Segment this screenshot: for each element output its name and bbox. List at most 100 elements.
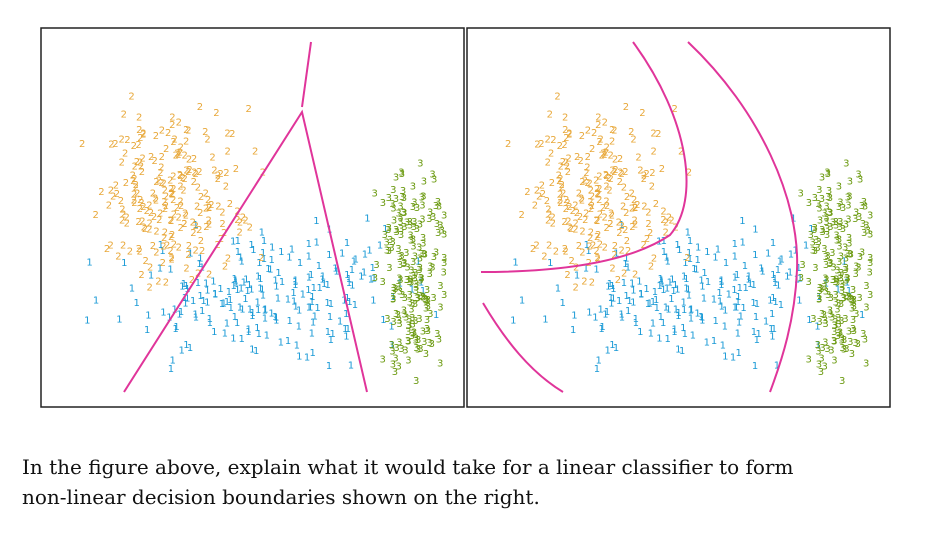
class-glyph: 3 bbox=[413, 333, 419, 344]
class-glyph: 2 bbox=[583, 168, 589, 179]
class-glyph: 1 bbox=[797, 274, 803, 285]
class-glyph: 2 bbox=[185, 250, 191, 261]
class-glyph: 3 bbox=[863, 281, 869, 292]
class-glyph: 2 bbox=[177, 182, 183, 193]
class-glyph: 3 bbox=[411, 222, 417, 233]
class-glyph: 1 bbox=[247, 304, 253, 315]
class-glyph: 3 bbox=[856, 212, 862, 223]
class-glyph: 2 bbox=[568, 224, 574, 235]
class-glyph: 3 bbox=[806, 277, 812, 288]
class-glyph: 3 bbox=[850, 297, 856, 308]
class-glyph: 1 bbox=[362, 249, 368, 260]
class-glyph: 1 bbox=[648, 329, 654, 340]
class-glyph: 3 bbox=[859, 247, 865, 258]
class-glyph: 2 bbox=[163, 191, 169, 202]
class-glyph: 3 bbox=[439, 225, 445, 236]
class-glyph: 3 bbox=[844, 273, 850, 284]
class-glyph: 2 bbox=[544, 196, 550, 207]
class-glyph: 1 bbox=[775, 265, 781, 276]
class-glyph: 2 bbox=[169, 230, 175, 241]
class-glyph: 2 bbox=[621, 183, 627, 194]
class-glyph: 1 bbox=[193, 220, 199, 231]
class-glyph: 1 bbox=[596, 356, 602, 367]
class-glyph: 2 bbox=[666, 213, 672, 224]
class-glyph: 2 bbox=[108, 186, 114, 197]
class-glyph: 3 bbox=[846, 239, 852, 250]
class-glyph: 2 bbox=[562, 113, 568, 124]
class-glyph: 2 bbox=[567, 223, 573, 234]
class-glyph: 1 bbox=[814, 321, 820, 332]
class-glyph: 1 bbox=[688, 313, 694, 324]
class-glyph: 1 bbox=[610, 284, 616, 295]
class-glyph: 1 bbox=[390, 292, 396, 303]
class-glyph: 2 bbox=[612, 241, 618, 252]
class-glyph: 1 bbox=[718, 280, 724, 291]
class-glyph: 3 bbox=[372, 273, 378, 284]
class-glyph: 2 bbox=[574, 208, 580, 219]
class-glyph: 3 bbox=[430, 293, 436, 304]
class-glyph: 1 bbox=[585, 246, 591, 257]
class-glyph: 3 bbox=[821, 282, 827, 293]
class-glyph: 3 bbox=[431, 175, 437, 186]
class-glyph: 3 bbox=[418, 249, 424, 260]
class-glyph: 3 bbox=[865, 225, 871, 236]
class-glyph: 2 bbox=[131, 174, 137, 185]
class-glyph: 1 bbox=[623, 253, 629, 264]
class-glyph: 3 bbox=[823, 202, 829, 213]
class-glyph: 1 bbox=[245, 327, 251, 338]
class-glyph: 1 bbox=[687, 236, 693, 247]
class-glyph: 3 bbox=[405, 355, 411, 366]
class-glyph: 1 bbox=[667, 278, 673, 289]
class-glyph: 3 bbox=[413, 343, 419, 354]
class-glyph: 3 bbox=[419, 215, 425, 226]
class-glyph: 1 bbox=[738, 312, 744, 323]
class-glyph: 3 bbox=[849, 349, 855, 360]
class-glyph: 1 bbox=[630, 297, 636, 308]
class-glyph: 3 bbox=[867, 268, 873, 279]
class-glyph: 3 bbox=[424, 315, 430, 326]
class-glyph: 2 bbox=[578, 194, 584, 205]
class-glyph: 3 bbox=[833, 221, 839, 232]
class-glyph: 1 bbox=[682, 258, 688, 269]
class-glyph: 3 bbox=[816, 237, 822, 248]
class-glyph: 3 bbox=[837, 327, 843, 338]
class-glyph: 2 bbox=[672, 104, 678, 115]
class-glyph: 1 bbox=[273, 315, 279, 326]
class-glyph: 1 bbox=[619, 220, 625, 231]
class-glyph: 3 bbox=[867, 211, 873, 222]
class-glyph: 3 bbox=[824, 168, 830, 179]
class-glyph: 2 bbox=[168, 232, 174, 243]
class-glyph: 1 bbox=[314, 237, 320, 248]
class-glyph: 2 bbox=[138, 198, 144, 209]
class-glyph: 3 bbox=[410, 182, 416, 193]
class-glyph: 3 bbox=[380, 355, 386, 366]
class-glyph: 2 bbox=[587, 233, 593, 244]
class-glyph: 3 bbox=[816, 286, 822, 297]
class-glyph: 3 bbox=[417, 254, 423, 265]
class-glyph: 2 bbox=[153, 195, 159, 206]
class-glyph: 2 bbox=[582, 215, 588, 226]
class-glyph: 3 bbox=[399, 169, 405, 180]
class-glyph: 2 bbox=[595, 112, 601, 123]
class-glyph: 3 bbox=[422, 250, 428, 261]
class-glyph: 2 bbox=[557, 198, 563, 209]
class-glyph: 3 bbox=[828, 346, 834, 357]
class-glyph: 3 bbox=[851, 326, 857, 337]
class-glyph: 1 bbox=[368, 275, 374, 286]
class-glyph: 1 bbox=[659, 276, 665, 287]
class-glyph: 1 bbox=[732, 251, 738, 262]
class-glyph: 2 bbox=[625, 246, 631, 257]
class-glyph: 3 bbox=[410, 320, 416, 331]
class-glyph: 2 bbox=[242, 216, 248, 227]
class-glyph: 1 bbox=[752, 225, 758, 236]
class-glyph: 2 bbox=[534, 241, 540, 252]
class-glyph: 3 bbox=[414, 293, 420, 304]
class-glyph: 1 bbox=[330, 329, 336, 340]
class-glyph: 3 bbox=[407, 298, 413, 309]
class-glyph: 1 bbox=[740, 237, 746, 248]
class-glyph: 2 bbox=[104, 244, 110, 255]
class-glyph: 1 bbox=[286, 253, 292, 264]
class-glyph: 1 bbox=[306, 251, 312, 262]
class-glyph: 2 bbox=[237, 218, 243, 229]
class-glyph: 1 bbox=[665, 257, 671, 268]
